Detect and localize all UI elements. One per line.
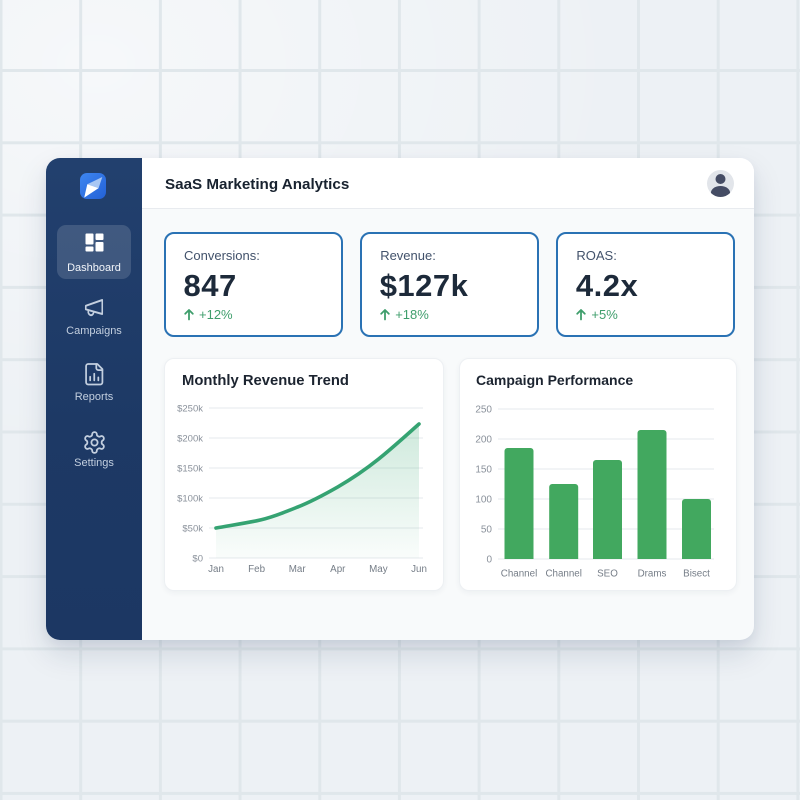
svg-text:Mar: Mar [289,564,307,575]
svg-text:50: 50 [481,525,493,536]
svg-text:$50k: $50k [182,524,203,535]
svg-text:0: 0 [486,555,492,566]
svg-text:Apr: Apr [330,564,346,575]
svg-text:$150k: $150k [177,464,203,475]
svg-text:Feb: Feb [248,564,265,575]
svg-text:250: 250 [475,405,492,416]
svg-text:Monthly Revenue Trend: Monthly Revenue Trend [182,373,349,389]
svg-text:200: 200 [475,435,492,446]
svg-text:Drams: Drams [638,569,667,580]
svg-text:Channel: Channel [501,569,538,580]
svg-text:Campaign Performance: Campaign Performance [476,372,633,388]
svg-text:$0: $0 [192,554,203,565]
svg-text:$100k: $100k [177,494,203,505]
svg-text:Bisect: Bisect [683,569,710,580]
svg-text:Jan: Jan [208,564,224,575]
svg-text:$200k: $200k [177,434,203,445]
svg-text:100: 100 [475,495,492,506]
svg-text:Channel: Channel [545,569,582,580]
svg-text:150: 150 [475,465,492,476]
svg-text:SEO: SEO [597,569,618,580]
svg-text:May: May [369,564,388,575]
svg-text:$250k: $250k [177,404,203,415]
svg-text:Jun: Jun [411,564,427,575]
